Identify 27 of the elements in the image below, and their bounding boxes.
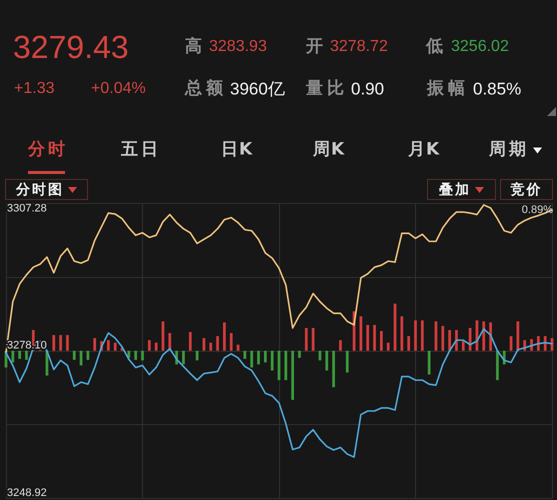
- text: 日K: [221, 140, 254, 160]
- text: +1.33: [14, 80, 54, 97]
- y-tick-label: 3307.28: [7, 202, 47, 214]
- text: 五日: [121, 140, 161, 160]
- text: 低: [426, 36, 443, 56]
- text: 0.85%: [473, 80, 522, 98]
- text: 0.90: [351, 80, 384, 98]
- text: 总额: [185, 78, 227, 98]
- text: 振幅: [427, 78, 469, 98]
- text: 3279.43: [13, 29, 129, 65]
- annotation: 0.89%: [522, 204, 553, 216]
- button: 叠加: [427, 179, 496, 200]
- text: 3283.93: [209, 38, 267, 55]
- text: 周期: [489, 140, 529, 160]
- text: 分时: [28, 140, 68, 160]
- text: 3256.02: [451, 38, 509, 55]
- text: 量比: [306, 78, 348, 98]
- text: 3960亿: [230, 80, 285, 98]
- button: 竞价: [500, 179, 553, 200]
- text: 周K: [313, 140, 346, 160]
- text: 开: [306, 36, 323, 56]
- y-tick-label: 3248.92: [7, 487, 47, 499]
- text: 高: [185, 36, 202, 56]
- button: 分时图: [5, 179, 88, 200]
- text: +0.04%: [91, 80, 146, 97]
- text: 3278.72: [330, 38, 388, 55]
- text: 月K: [408, 140, 440, 160]
